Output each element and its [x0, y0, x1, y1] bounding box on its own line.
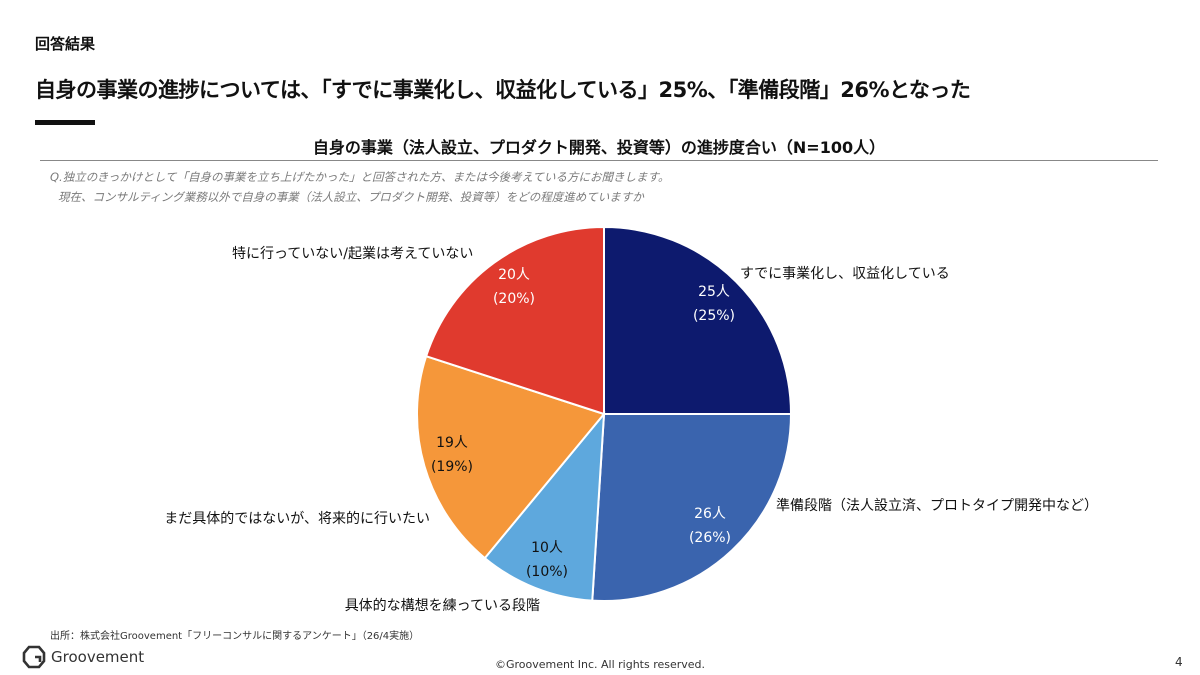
slice-count-label-5: 20人	[498, 267, 530, 283]
slice-count-label-4: 19人	[436, 435, 468, 451]
slice-percent-label-4: (19%)	[431, 459, 473, 475]
source-note: 出所：株式会社Groovement「フリーコンサルに関するアンケート」（26/4…	[50, 631, 420, 642]
slice-count-label-1: 25人	[698, 284, 730, 300]
slice-category-label-4: まだ具体的ではないが、将来的に行いたい	[164, 511, 430, 527]
title-divider	[40, 160, 1158, 161]
slice-count-label-3: 10人	[531, 540, 563, 556]
pie-slice-5	[424, 225, 605, 416]
pie-slice-1	[603, 225, 793, 415]
page-number: 4	[1175, 655, 1183, 669]
groovement-logo-icon	[22, 645, 46, 669]
company-logo: Groovement	[22, 645, 144, 669]
copyright: ©Groovement Inc. All rights reserved.	[494, 658, 706, 671]
section-label: 回答結果	[35, 35, 96, 53]
question-line-1: Q.独立のきっかけとして「自身の事業を立ち上げたかった」と回答された方、または今…	[50, 170, 670, 184]
logo-name: Groovement	[51, 648, 145, 666]
question-line-2: 現在、コンサルティング業務以外で自身の事業（法人設立、プロダクト開発、投資等）を…	[58, 190, 644, 204]
pie-slice-2	[591, 413, 793, 602]
slice-percent-label-2: (26%)	[689, 530, 731, 546]
slice-category-label-5: 特に行っていない/起業は考えていない	[232, 246, 473, 262]
slice-category-label-3: 具体的な構想を練っている段階	[345, 598, 540, 614]
chart-title: 自身の事業（法人設立、プロダクト開発、投資等）の進捗度合い（N=100人）	[312, 138, 886, 157]
page-headline: 自身の事業の進捗については、「すでに事業化し、収益化している」25%、「準備段階…	[35, 78, 971, 102]
slice-percent-label-1: (25%)	[693, 308, 735, 324]
slice-category-label-2: 準備段階（法人設立済、プロトタイプ開発中など）	[776, 498, 1098, 514]
pie-slice-3	[483, 410, 606, 602]
slice-count-label-2: 26人	[694, 506, 726, 522]
accent-bar	[35, 120, 95, 125]
slice-percent-label-3: (10%)	[526, 564, 568, 580]
slice-category-label-1: すでに事業化し、収益化している	[740, 266, 950, 282]
slice-percent-label-5: (20%)	[493, 291, 535, 307]
pie-slice-4	[416, 354, 606, 560]
